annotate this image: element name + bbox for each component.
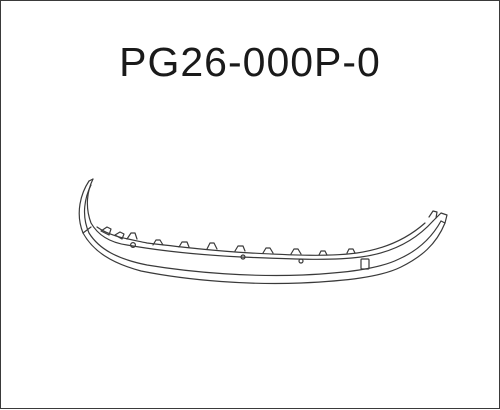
mount-clip <box>319 251 327 255</box>
mount-clip <box>127 233 137 239</box>
mount-clip <box>291 249 301 254</box>
lip-right-end <box>433 213 447 223</box>
mount-slot <box>361 259 369 269</box>
lip-outer-edge <box>79 181 445 284</box>
mount-hole <box>131 243 136 248</box>
mount-tab <box>429 211 437 218</box>
mount-clip <box>207 243 217 249</box>
mount-clip <box>347 249 355 253</box>
lip-flange-edge <box>97 223 425 255</box>
mount-tab <box>115 232 124 239</box>
mount-clip <box>263 248 273 253</box>
lip-inner-edge <box>85 185 441 276</box>
mount-clip <box>235 246 245 251</box>
